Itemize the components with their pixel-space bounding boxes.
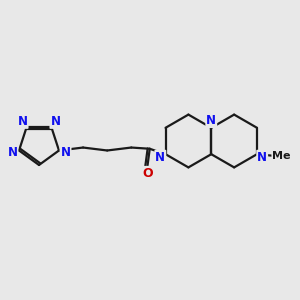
Text: N: N <box>50 115 60 128</box>
Text: Me: Me <box>272 151 291 161</box>
Text: N: N <box>206 114 216 127</box>
Text: N: N <box>18 115 28 128</box>
Text: N: N <box>8 146 17 159</box>
Text: N: N <box>61 146 70 159</box>
Text: N: N <box>155 151 165 164</box>
Text: O: O <box>142 167 153 180</box>
Text: N: N <box>257 151 267 164</box>
